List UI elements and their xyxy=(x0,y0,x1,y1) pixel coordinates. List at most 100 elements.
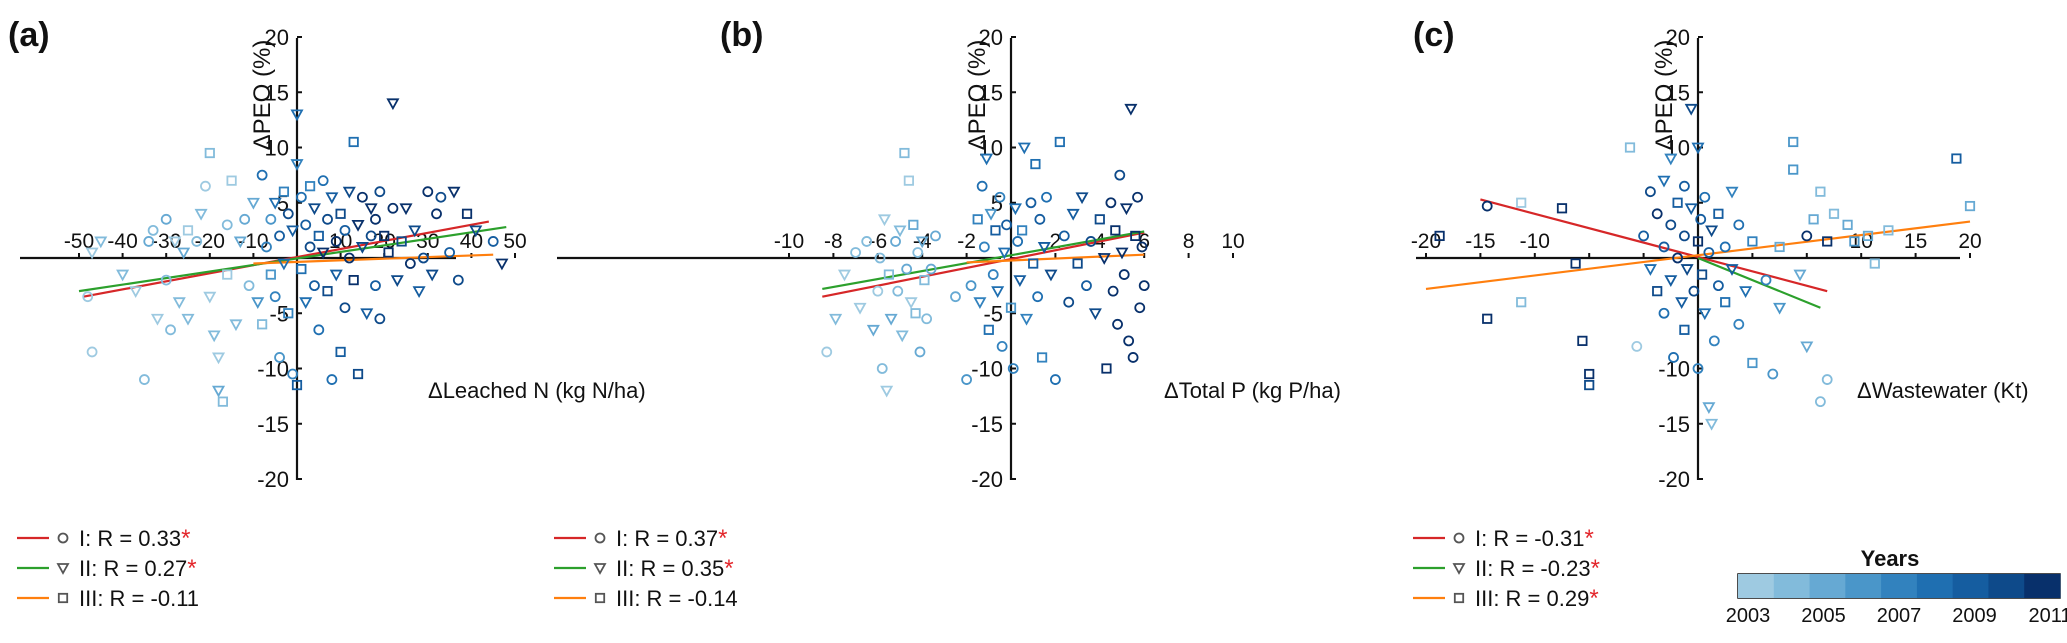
data-point xyxy=(177,247,191,260)
data-point xyxy=(316,247,330,260)
significance-star: * xyxy=(718,525,727,552)
data-point xyxy=(304,181,316,192)
data-point xyxy=(261,241,272,253)
data-point xyxy=(150,313,165,326)
data-point xyxy=(370,213,381,225)
data-point xyxy=(268,197,282,210)
data-point xyxy=(469,225,483,238)
data-point xyxy=(274,352,285,363)
data-point xyxy=(1800,341,1814,354)
data-point xyxy=(165,324,176,336)
scatter-points xyxy=(821,103,1150,398)
data-point xyxy=(204,147,215,159)
data-point xyxy=(1136,241,1148,253)
data-point xyxy=(1720,297,1731,308)
x-tick-label: -10 xyxy=(774,230,804,253)
data-point xyxy=(991,286,1005,299)
y-tick-label: -5 xyxy=(269,301,289,326)
data-point xyxy=(1645,186,1656,198)
year-label: 2011 xyxy=(2028,605,2067,627)
data-point xyxy=(925,263,937,275)
data-point xyxy=(1577,335,1588,346)
data-point xyxy=(1556,203,1568,214)
data-point xyxy=(1733,318,1745,330)
data-point xyxy=(1713,208,1724,219)
y-tick-label: 20 xyxy=(979,25,1003,50)
data-point xyxy=(211,352,226,365)
year-swatch xyxy=(1809,574,1846,598)
data-point xyxy=(1017,225,1028,236)
data-point xyxy=(1883,225,1894,236)
data-point xyxy=(973,297,987,310)
data-point xyxy=(1705,418,1719,431)
data-point xyxy=(829,313,843,326)
data-point xyxy=(147,224,159,236)
data-point xyxy=(404,258,416,269)
data-point xyxy=(1725,186,1739,199)
y-tick-label: -10 xyxy=(1658,357,1690,382)
regression-line-II xyxy=(78,225,507,293)
data-point xyxy=(1658,307,1670,319)
data-point xyxy=(339,224,351,236)
y-tick-label: -20 xyxy=(971,467,1003,492)
data-point xyxy=(1679,324,1690,335)
data-point xyxy=(1708,335,1720,347)
data-point xyxy=(1017,142,1031,155)
data-point xyxy=(1672,252,1683,264)
year-label: 2009 xyxy=(1952,605,1997,627)
legend-marker xyxy=(57,532,69,544)
y-tick-label: -5 xyxy=(983,301,1003,326)
data-point xyxy=(191,236,203,247)
year-swatch xyxy=(1916,574,1954,598)
data-point xyxy=(899,147,910,159)
data-point xyxy=(1664,153,1678,166)
data-point xyxy=(1679,230,1690,242)
data-point xyxy=(1665,219,1677,231)
y-tick-label: 10 xyxy=(1666,136,1690,161)
data-point xyxy=(182,225,194,236)
data-point xyxy=(1516,197,1527,208)
data-point xyxy=(1020,313,1034,326)
x-tick-label: -2 xyxy=(957,230,976,253)
data-point xyxy=(1034,213,1046,225)
data-point xyxy=(317,175,329,187)
data-point xyxy=(342,186,356,199)
regression-lines xyxy=(78,220,507,298)
y-tick-labels: -20 -15 -10 10 15 20 xyxy=(1658,25,1690,492)
regression-line-II xyxy=(1697,256,1821,309)
data-point xyxy=(309,280,320,292)
data-point xyxy=(919,274,930,286)
data-point xyxy=(326,374,338,385)
regression-line-I xyxy=(1480,198,1828,293)
data-point xyxy=(1801,230,1813,242)
data-point xyxy=(972,214,983,225)
data-point xyxy=(1698,308,1712,321)
data-point xyxy=(356,191,368,203)
data-point xyxy=(1013,275,1027,287)
data-point xyxy=(1691,142,1705,155)
x-tick-label: 10 xyxy=(1221,230,1244,253)
data-point xyxy=(1815,186,1826,197)
data-point xyxy=(217,396,228,407)
data-point xyxy=(1434,230,1445,241)
data-point xyxy=(1767,368,1779,380)
data-point xyxy=(1130,230,1141,241)
x-tick-label: 20 xyxy=(1958,230,1981,253)
data-point xyxy=(343,252,355,264)
data-point xyxy=(1005,302,1017,313)
years-legend-title: Years xyxy=(1861,546,1920,571)
data-point xyxy=(364,203,378,216)
x-tick-label: 50 xyxy=(503,230,526,253)
data-point xyxy=(1110,225,1121,236)
data-point xyxy=(269,291,281,303)
years-swatches xyxy=(1738,574,2061,598)
data-point xyxy=(1862,230,1874,241)
data-point xyxy=(339,302,351,314)
data-point xyxy=(194,208,208,221)
data-point xyxy=(1869,258,1880,269)
data-point xyxy=(1132,191,1143,203)
data-point xyxy=(299,297,313,310)
y-tick-label: -20 xyxy=(1658,467,1690,492)
data-point xyxy=(910,308,921,319)
data-point xyxy=(1828,208,1840,219)
